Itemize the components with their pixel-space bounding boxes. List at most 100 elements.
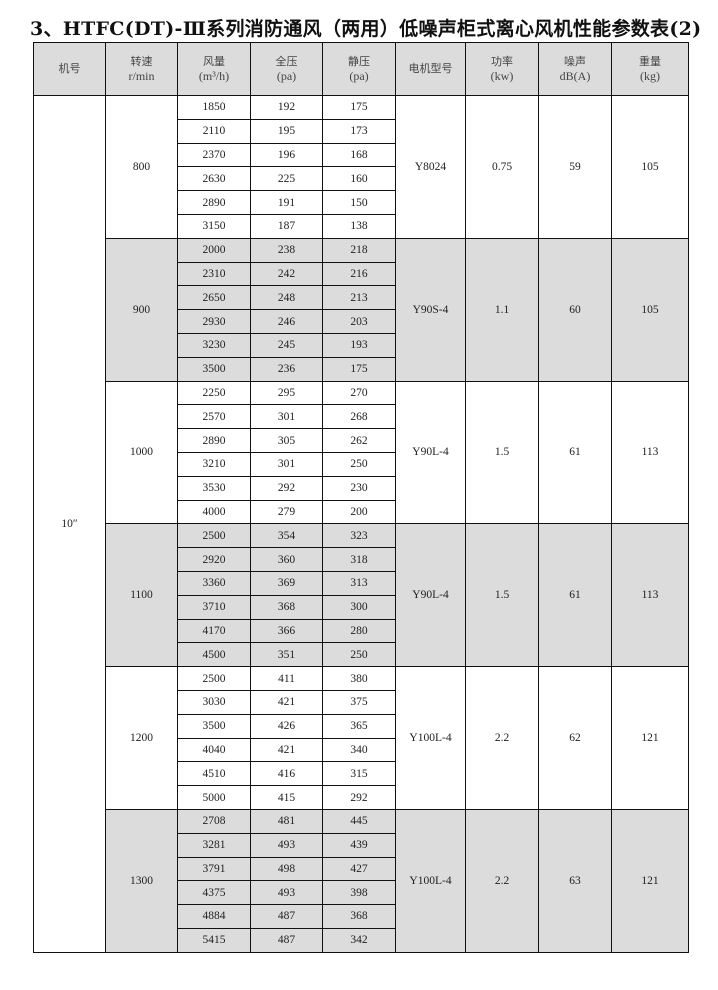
static-pressure-cell: 315	[322, 761, 396, 787]
airflow-cell: 4510	[177, 761, 251, 787]
total-pressure-cell: 301	[250, 451, 323, 477]
airflow-cell: 3230	[177, 332, 251, 358]
static-pressure-cell: 292	[322, 785, 396, 810]
total-pressure-cell: 426	[250, 713, 323, 739]
table-row: 3030 421 375	[34, 689, 689, 715]
speed-cell: 1100	[105, 523, 178, 668]
airflow-cell: 2650	[177, 285, 251, 311]
table-row: 4884 487 368	[34, 904, 689, 929]
table-row: 2370 196 168	[34, 142, 689, 168]
static-pressure-cell: 203	[322, 309, 396, 334]
airflow-cell: 3500	[177, 356, 251, 382]
static-pressure-cell: 250	[322, 642, 396, 668]
noise-cell: 63	[538, 808, 612, 953]
airflow-cell: 2250	[177, 380, 251, 406]
header-unit: (kg)	[640, 69, 660, 83]
airflow-cell: 2930	[177, 309, 251, 334]
table-row: 5000 415 292	[34, 785, 689, 810]
motor-model-cell: Y90L-4	[395, 380, 466, 525]
static-pressure-cell: 250	[322, 451, 396, 477]
static-pressure-cell: 368	[322, 904, 396, 929]
airflow-cell: 2110	[177, 118, 251, 144]
table-row: 4000 279 200	[34, 499, 689, 525]
table-row: 900 2000 238 218 Y90S-4 1.1 60 105	[34, 237, 689, 382]
header-unit: (m³/h)	[198, 69, 230, 83]
static-pressure-cell: 313	[322, 570, 396, 596]
static-pressure-cell: 323	[322, 523, 396, 549]
motor-model-cell: Y90S-4	[395, 237, 466, 382]
weight-cell: 113	[611, 380, 689, 525]
table-row: 2920 360 318	[34, 547, 689, 572]
table-row: 3150 187 138	[34, 213, 689, 239]
total-pressure-cell: 238	[250, 237, 323, 263]
airflow-cell: 3281	[177, 832, 251, 858]
static-pressure-cell: 230	[322, 475, 396, 501]
total-pressure-cell: 191	[250, 190, 323, 215]
noise-cell: 61	[538, 523, 612, 668]
total-pressure-cell: 411	[250, 666, 323, 691]
airflow-cell: 4000	[177, 499, 251, 525]
table-row: 4040 421 340	[34, 737, 689, 763]
total-pressure-cell: 481	[250, 808, 323, 834]
table-row: 4510 416 315	[34, 761, 689, 787]
table-row: 3360 369 313	[34, 570, 689, 596]
static-pressure-cell: 380	[322, 666, 396, 691]
airflow-cell: 2708	[177, 808, 251, 834]
weight-cell: 105	[611, 95, 689, 239]
airflow-cell: 2890	[177, 190, 251, 215]
power-cell: 2.2	[465, 666, 539, 810]
total-pressure-cell: 236	[250, 356, 323, 382]
airflow-cell: 4500	[177, 642, 251, 668]
airflow-cell: 3791	[177, 856, 251, 882]
static-pressure-cell: 445	[322, 808, 396, 834]
header-label: 噪声	[564, 55, 586, 68]
static-pressure-cell: 175	[322, 356, 396, 382]
airflow-cell: 2000	[177, 237, 251, 263]
static-pressure-cell: 193	[322, 332, 396, 358]
airflow-cell: 3360	[177, 570, 251, 596]
header-label: 功率	[491, 55, 513, 68]
table-row: 4170 366 280	[34, 618, 689, 644]
weight-cell: 121	[611, 666, 689, 810]
static-pressure-cell: 270	[322, 380, 396, 406]
table-row: 2630 225 160	[34, 166, 689, 192]
airflow-cell: 2890	[177, 428, 251, 453]
noise-cell: 59	[538, 95, 612, 239]
header-label: 重量	[639, 55, 661, 68]
speed-cell: 1300	[105, 808, 178, 953]
table-row: 5415 487 342	[34, 927, 689, 953]
weight-cell: 105	[611, 237, 689, 382]
static-pressure-cell: 138	[322, 213, 396, 239]
total-pressure-cell: 369	[250, 570, 323, 596]
total-pressure-cell: 246	[250, 309, 323, 334]
table-row: 1200 2500 411 380 Y100L-4 2.2 62 121	[34, 666, 689, 810]
static-pressure-cell: 213	[322, 285, 396, 311]
airflow-cell: 3530	[177, 475, 251, 501]
motor-model-cell: Y100L-4	[395, 666, 466, 810]
total-pressure-cell: 493	[250, 880, 323, 906]
total-pressure-cell: 421	[250, 737, 323, 763]
airflow-cell: 3500	[177, 713, 251, 739]
speed-cell: 1200	[105, 666, 178, 810]
weight-cell: 121	[611, 808, 689, 953]
airflow-cell: 2500	[177, 666, 251, 691]
fan-performance-table: 机号 转速 r/min 风量 (m³/h) 全压 (pa) 静压 (pa) 电机型号 功率 (kw) 噪…	[33, 42, 689, 953]
header-label: 电机型号	[408, 62, 453, 75]
header-speed: 转速 r/min	[105, 42, 178, 96]
total-pressure-cell: 279	[250, 499, 323, 525]
power-cell: 2.2	[465, 808, 539, 953]
header-airflow: 风量 (m³/h)	[177, 42, 251, 96]
motor-model-cell: Y8024	[395, 95, 466, 239]
total-pressure-cell: 295	[250, 380, 323, 406]
airflow-cell: 4040	[177, 737, 251, 763]
header-weight: 重量 (kg)	[611, 42, 689, 96]
header-power: 功率 (kw)	[465, 42, 539, 96]
total-pressure-cell: 360	[250, 547, 323, 572]
total-pressure-cell: 195	[250, 118, 323, 144]
table-row: 3281 493 439	[34, 832, 689, 858]
speed-cell: 800	[105, 95, 178, 239]
table-row: 2110 195 173	[34, 118, 689, 144]
static-pressure-cell: 375	[322, 689, 396, 715]
total-pressure-cell: 301	[250, 404, 323, 430]
static-pressure-cell: 340	[322, 737, 396, 763]
